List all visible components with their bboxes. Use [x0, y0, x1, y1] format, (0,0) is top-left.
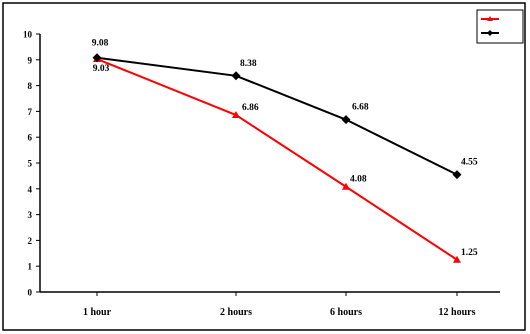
series-1: 9.03 6.86 4.08 1.25 — [93, 55, 478, 263]
y-tick-label: 0 — [28, 288, 33, 298]
y-tick-label: 6 — [28, 133, 33, 143]
series-1-data-label: 6.86 — [242, 103, 259, 113]
x-tick-label: 2 hours — [220, 307, 252, 318]
series-2-point — [231, 71, 241, 81]
series-1-line — [96, 58, 458, 261]
y-tick-label: 3 — [28, 210, 33, 220]
series-2-line — [96, 56, 458, 176]
series-2: 9.08 8.38 6.68 4.55 — [92, 39, 478, 180]
legend-box — [476, 9, 524, 44]
series-layer: 9.03 6.86 4.08 1.25 9.08 8.38 6.68 4.55 — [92, 39, 478, 263]
x-tick-label: 1 hour — [83, 307, 112, 318]
series-2-point — [341, 115, 351, 125]
series-2-point — [452, 170, 462, 180]
y-tick-label: 10 — [23, 30, 33, 40]
series-1-data-label: 9.03 — [93, 64, 110, 74]
legend-item-2 — [481, 30, 499, 36]
series-1-point — [342, 182, 350, 190]
y-tick-label: 8 — [28, 81, 33, 91]
series-1-point — [453, 255, 461, 263]
y-tick-label: 2 — [28, 236, 33, 246]
series-1-data-label: 1.25 — [461, 248, 478, 258]
y-tick-label: 4 — [28, 184, 33, 194]
legend-item-1 — [481, 16, 499, 21]
legend-swatch-marker — [487, 30, 493, 36]
series-2-point — [92, 53, 102, 63]
axes: 0 1 2 3 4 5 6 7 8 9 10 1 hour 2 hours 6 hours 12 hours — [23, 30, 500, 318]
series-1-point — [232, 111, 240, 119]
x-tick-label: 6 hours — [330, 307, 362, 318]
series-1-data-label: 4.08 — [350, 175, 367, 185]
y-tick-label: 9 — [28, 55, 33, 65]
legend-swatch-marker — [487, 16, 493, 21]
y-tick-label: 7 — [28, 107, 33, 117]
series-2-data-label: 9.08 — [92, 39, 109, 49]
legend — [476, 9, 524, 44]
series-2-data-label: 8.38 — [240, 59, 257, 69]
y-tick-label: 1 — [28, 262, 33, 272]
chart-border — [2, 2, 526, 331]
series-2-data-label: 4.55 — [461, 158, 478, 168]
x-tick-label: 12 hours — [439, 307, 476, 318]
series-2-data-label: 6.68 — [352, 103, 369, 113]
y-tick-label: 5 — [28, 159, 33, 169]
